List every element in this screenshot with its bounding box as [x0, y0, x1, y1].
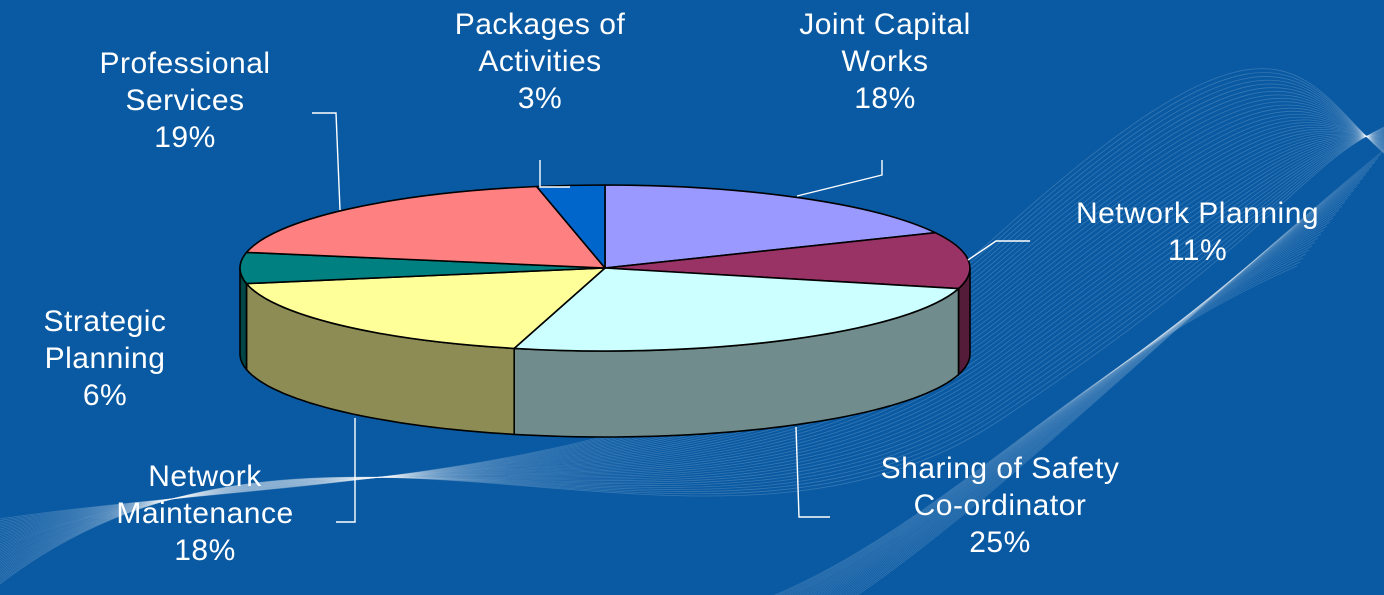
slice-label-text: Packages of	[454, 8, 626, 41]
wave-line	[0, 128, 1384, 580]
wave-line	[776, 261, 1301, 595]
wave-line	[793, 237, 1319, 595]
leader-line	[312, 112, 341, 211]
wave-line	[0, 129, 1384, 578]
slice-percent: 19%	[154, 121, 216, 154]
leader-line	[967, 240, 1030, 261]
pie-slice	[604, 184, 937, 269]
wave-line	[0, 135, 1384, 562]
wave-line	[810, 213, 1337, 595]
wave-line	[799, 229, 1325, 595]
slice-percent: 18%	[174, 534, 236, 567]
pie-tops	[239, 184, 971, 352]
slice-label-text: Network	[148, 460, 262, 493]
slice-percent: 18%	[854, 82, 916, 115]
wave-line	[787, 245, 1313, 595]
wave-line	[0, 126, 1384, 585]
wave-line	[0, 135, 1384, 560]
wave-line	[796, 233, 1322, 595]
wave-line	[0, 127, 1384, 584]
slice-label-text: Planning	[44, 342, 166, 375]
pie-slice	[535, 184, 606, 269]
slice-label-text: Maintenance	[116, 497, 294, 530]
leader-line	[539, 160, 570, 188]
wave-line	[779, 257, 1304, 595]
wave-line	[0, 133, 1384, 568]
slice-label: Strategic Planning 6%	[0, 303, 210, 414]
slice-percent: 3%	[517, 82, 563, 115]
wave-line	[0, 134, 1384, 565]
slice-label-text: Activities	[478, 45, 602, 78]
pie-3d	[239, 184, 971, 438]
slice-label: Network Planning 11%	[1020, 195, 1375, 269]
slice-label-text: Joint Capital	[799, 8, 971, 41]
slice-label-text: Works	[841, 45, 929, 78]
leader-lines	[312, 112, 1030, 523]
slice-percent: 6%	[82, 379, 128, 412]
wave-line	[850, 157, 1379, 595]
pie-slice	[513, 267, 960, 352]
wave-line	[0, 135, 1384, 563]
leader-line	[796, 160, 883, 197]
slice-label-text: Network Planning	[1075, 197, 1320, 230]
wave-line	[847, 161, 1376, 595]
slice-percent: 11%	[1167, 234, 1228, 267]
slice-label: Network Maintenance 18%	[60, 458, 350, 569]
slice-label: Sharing of Safety Co-ordinator 25%	[820, 450, 1180, 561]
wave-line	[804, 221, 1331, 595]
slice-label-text: Services	[125, 84, 245, 117]
wave-line	[836, 177, 1364, 595]
wave-line	[0, 127, 1384, 582]
wave-line	[816, 205, 1343, 595]
leader-line	[336, 418, 356, 523]
wave-line	[802, 225, 1328, 595]
slice-label: Joint Capital Works 18%	[760, 6, 1010, 117]
wave-line	[813, 209, 1340, 595]
wave-line	[827, 189, 1355, 595]
wave-line	[0, 134, 1384, 558]
wave-line	[790, 241, 1316, 595]
wave-line	[856, 149, 1384, 595]
wave-line	[839, 173, 1367, 595]
wave-line	[773, 265, 1298, 595]
pie-slice	[245, 185, 606, 269]
wave-line	[782, 253, 1307, 595]
wave-line	[785, 249, 1310, 595]
wave-line	[833, 181, 1361, 595]
wave-line	[0, 130, 1384, 575]
wave-line	[807, 217, 1334, 595]
pie-slice	[245, 267, 606, 350]
wave-line	[842, 169, 1370, 595]
wave-line	[0, 132, 1384, 572]
slice-percent: 25%	[969, 526, 1031, 559]
slice-label-text: Sharing of Safety	[880, 452, 1120, 485]
wave-line	[824, 193, 1352, 595]
wave-line	[0, 131, 1384, 573]
wave-line	[0, 132, 1384, 570]
wave-line	[845, 165, 1373, 595]
slice-label: Packages of Activities 3%	[400, 6, 680, 117]
slice-label: Professional Services 19%	[40, 45, 330, 156]
slice-label-text: Co-ordinator	[913, 489, 1087, 522]
wave-line	[819, 201, 1346, 595]
wave-line	[0, 129, 1384, 577]
wave-line	[830, 185, 1358, 595]
pie-sides	[239, 267, 971, 438]
slice-label-text: Strategic	[43, 305, 167, 338]
wave-line	[853, 153, 1382, 595]
wave-line	[0, 133, 1384, 557]
wave-line	[0, 134, 1384, 567]
slice-label-text: Professional	[99, 47, 271, 80]
wave-line	[822, 197, 1349, 595]
leader-line	[795, 426, 830, 518]
